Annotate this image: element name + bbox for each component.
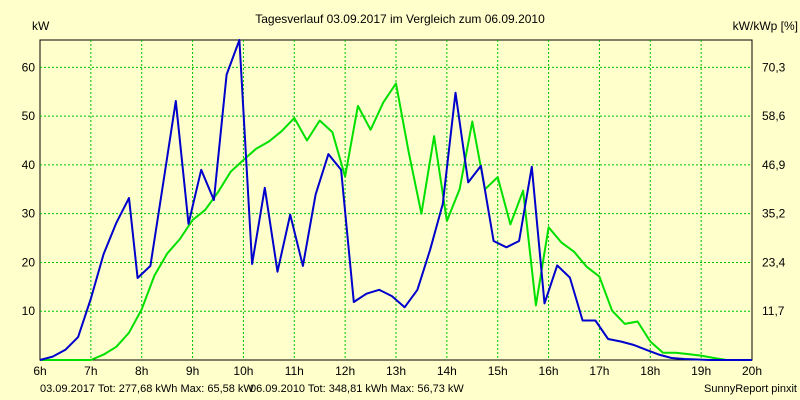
y-tick-label-right: 11,7 xyxy=(762,304,785,318)
series-line-2017 xyxy=(39,39,752,361)
tick-labels: 6h 7h 8h 9h 10h 11h 12h 13h 14h 15h 16h 17h 18h 19h 20… xyxy=(22,60,786,378)
x-tick-label: 16h xyxy=(539,364,559,378)
x-tick-label: 20h xyxy=(742,364,762,378)
x-tick-label: 6h xyxy=(33,364,46,378)
y-tick-label-left: 10 xyxy=(22,304,36,318)
y-tick-label-right: 46,9 xyxy=(762,158,786,172)
x-tick-label: 10h xyxy=(233,364,253,378)
x-tick-label: 9h xyxy=(186,364,199,378)
x-tick-label: 7h xyxy=(84,364,97,378)
y-tick-label-right: 23,4 xyxy=(762,255,786,269)
footer-2017-stats: 03.09.2017 Tot: 277,68 kWh Max: 65,58 kW xyxy=(40,383,254,395)
y-tick-label-left: 40 xyxy=(22,158,36,172)
x-tick-label: 8h xyxy=(135,364,148,378)
grid xyxy=(40,40,752,360)
chart-title: Tagesverlauf 03.09.2017 im Vergleich zum… xyxy=(255,12,545,26)
x-tick-label: 15h xyxy=(488,364,508,378)
x-tick-label: 11h xyxy=(285,364,304,378)
x-tick-label: 12h xyxy=(335,364,355,378)
y-tick-label-left: 50 xyxy=(22,109,36,123)
y-axis-right-label: kW/kWp [%] xyxy=(733,19,798,33)
y-tick-label-left: 30 xyxy=(22,207,36,221)
x-tick-label: 14h xyxy=(437,364,457,378)
x-tick-label: 18h xyxy=(640,364,660,378)
x-tick-label: 13h xyxy=(386,364,406,378)
x-tick-label: 19h xyxy=(691,364,711,378)
y-tick-label-right: 58,6 xyxy=(762,109,786,123)
x-tick-label: 17h xyxy=(589,364,609,378)
y-tick-label-right: 35,2 xyxy=(762,207,786,221)
y-tick-label-right: 70,3 xyxy=(762,60,786,74)
footer-credit: SunnyReport pinxit xyxy=(704,383,797,395)
y-tick-label-left: 60 xyxy=(22,60,36,74)
footer-2010-stats: 06.09.2010 Tot: 348,81 kWh Max: 56,73 kW xyxy=(250,383,464,395)
series-group xyxy=(39,39,752,361)
y-tick-label-left: 20 xyxy=(22,255,36,269)
y-axis-left-label: kW xyxy=(32,19,50,33)
series-line-2010 xyxy=(40,82,752,361)
